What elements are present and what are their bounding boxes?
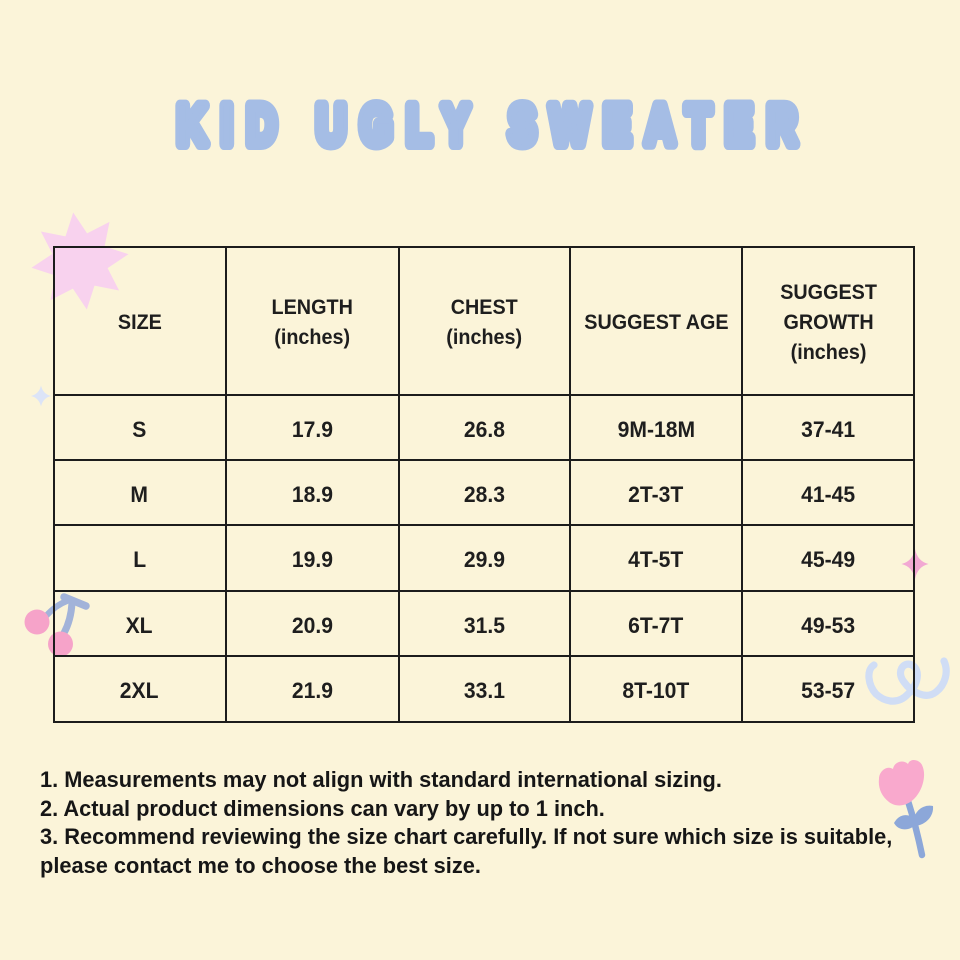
svg-text:KID UGLY SWEATER: KID UGLY SWEATER bbox=[177, 94, 811, 157]
